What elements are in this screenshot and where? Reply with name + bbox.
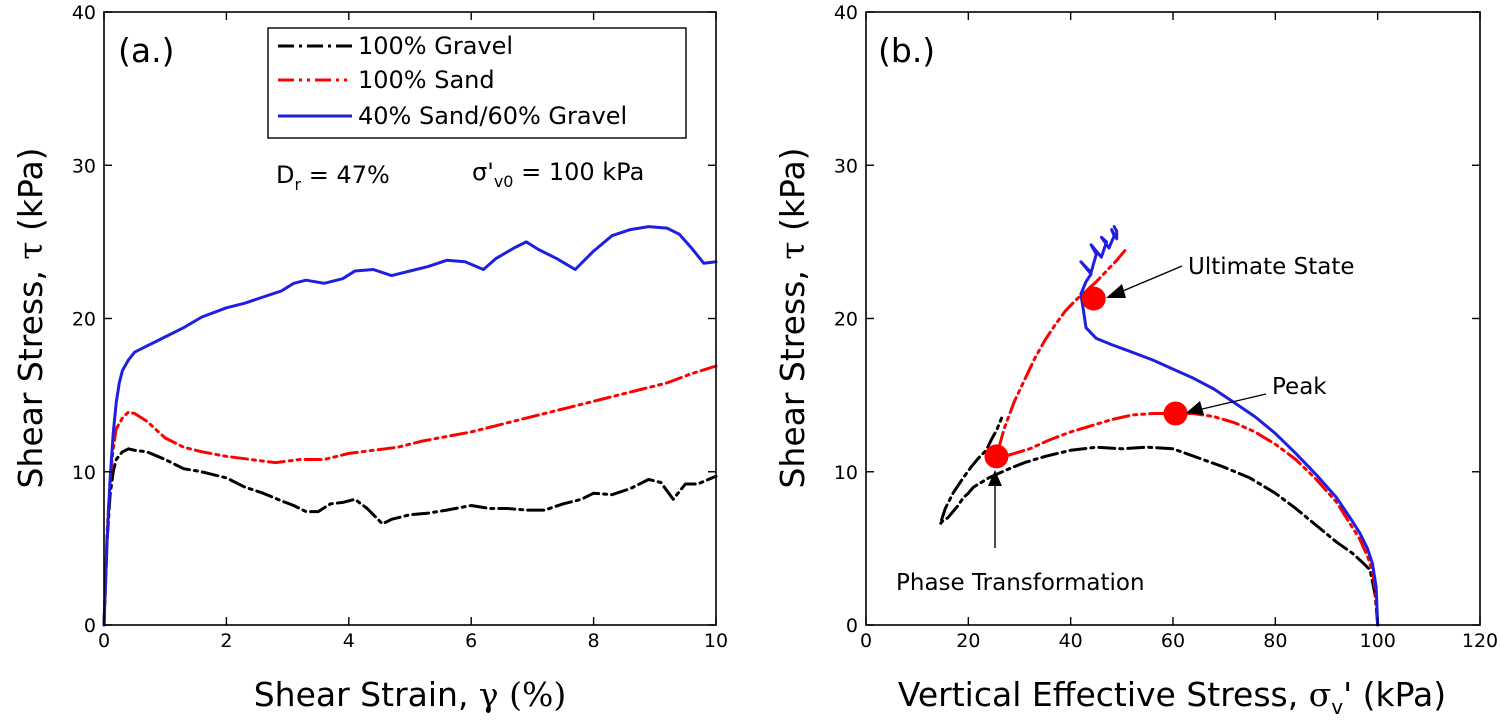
panel-a-series-line-1 — [102, 364, 718, 627]
panel-b-y-tick-label-1: 10 — [834, 462, 858, 484]
panel-b-y-axis-title: Shear Stress, τ (kPa) — [773, 147, 812, 488]
panel-b-y-tick-label-2: 20 — [834, 309, 858, 331]
panel-b-y-tick-label-4: 40 — [834, 2, 858, 24]
peak-arrowhead — [1186, 401, 1204, 415]
panel-a-series — [102, 225, 718, 627]
callout-phase-transformation: Phase Transformation — [896, 470, 1145, 596]
panel-b-state-marker-0 — [984, 444, 1009, 469]
y-title-unit: (kPa) — [11, 147, 50, 241]
panel-a-x-tick-label-4: 8 — [588, 630, 600, 652]
ultimate-arrow-line — [1117, 265, 1183, 294]
callout-peak: Peak — [1186, 374, 1327, 415]
panel-a-x-tick-label-5: 10 — [704, 630, 728, 652]
panel-a-y-tick-label-4: 40 — [72, 2, 96, 24]
dr-base: D — [276, 161, 294, 189]
y-title-unit: (kPa) — [773, 147, 812, 241]
x-title-unit: ' (kPa) — [1343, 675, 1446, 714]
panel-b-x-tick-label-4: 80 — [1263, 630, 1287, 652]
panel-b-y-tick-label-0: 0 — [846, 615, 858, 637]
panel-b-state-marker-1 — [1081, 286, 1106, 311]
panel-a-y-tick-label-3: 30 — [72, 155, 96, 177]
panel-a-label: (a.) — [118, 31, 174, 70]
panel-b-x-tick-label-0: 0 — [860, 630, 872, 652]
dr-sub: r — [294, 175, 301, 194]
x-title-unit: (%) — [499, 675, 567, 714]
x-title-main: Shear Strain, — [254, 675, 479, 714]
panel-a-y-axis-title: Shear Stress, τ (kPa) — [11, 147, 50, 488]
phase-label: Phase Transformation — [896, 570, 1145, 596]
x-title-symbol: σ — [1309, 675, 1332, 714]
y-title-main: Shear Stress, — [773, 260, 812, 489]
peak-arrow-line — [1197, 393, 1267, 411]
panel-b-plot-frame — [865, 11, 1481, 626]
ultimate-arrowhead — [1106, 284, 1126, 298]
y-title-symbol: τ — [11, 241, 50, 259]
y-title-main: Shear Stress, — [11, 260, 50, 489]
panel-a-x-tick-label-0: 0 — [98, 630, 110, 652]
panel-a-series-line-0 — [102, 447, 718, 627]
x-title-sub: v — [1331, 695, 1343, 719]
panel-a-y-tick-label-1: 10 — [72, 462, 96, 484]
panel-a-x-tick-label-1: 2 — [220, 630, 232, 652]
panel-b-series — [938, 225, 1380, 627]
panel-a-x-axis-title: Shear Strain, γ (%) — [254, 675, 567, 714]
panel-a-x-tick-label-2: 4 — [343, 630, 355, 652]
legend-label-sand: 100% Sand — [358, 66, 495, 94]
panel-b-series-line-0 — [938, 416, 1380, 627]
panel-b-x-tick-label-5: 100 — [1360, 630, 1396, 652]
dr-annotation: Dr = 47% — [276, 161, 390, 194]
panel-b: 0 20 40 60 80 100 120 0 10 20 30 40 (b.) Ultimate S… — [773, 2, 1498, 719]
panel-a-x-tick-label-3: 6 — [465, 630, 477, 652]
panel-b-x-tick-label-1: 20 — [956, 630, 980, 652]
dr-rest: = 47% — [301, 161, 390, 189]
panel-b-state-marker-2 — [1163, 401, 1188, 426]
panel-b-x-tick-label-3: 60 — [1161, 630, 1185, 652]
panel-a-ticks: 0 2 4 6 8 10 0 10 20 30 40 — [72, 2, 728, 652]
panel-b-x-tick-label-2: 40 — [1059, 630, 1083, 652]
panel-b-series-line-2 — [1079, 225, 1380, 627]
x-title-main: Vertical Effective Stress, — [898, 675, 1309, 714]
phase-arrowhead — [988, 470, 1002, 486]
panel-b-label: (b.) — [878, 31, 935, 70]
panel-b-series-line-1 — [995, 246, 1380, 627]
sigma-sub: v0 — [494, 172, 514, 191]
sigma-rest: = 100 kPa — [513, 158, 644, 186]
panel-b-markers — [984, 286, 1188, 469]
y-title-symbol: τ — [773, 241, 812, 259]
panel-b-y-tick-label-3: 30 — [834, 155, 858, 177]
panel-a-y-tick-label-0: 0 — [84, 615, 96, 637]
panel-a-series-line-2 — [102, 225, 718, 627]
legend-label-gravel: 100% Gravel — [358, 32, 513, 60]
callout-ultimate-state: Ultimate State — [1106, 254, 1355, 298]
legend-label-mix: 40% Sand/60% Gravel — [358, 102, 627, 130]
sigma-base: σ' — [472, 158, 494, 186]
ultimate-label: Ultimate State — [1188, 254, 1355, 280]
panel-a-y-tick-label-2: 20 — [72, 309, 96, 331]
peak-label: Peak — [1272, 374, 1327, 400]
panel-b-x-axis-title: Vertical Effective Stress, σv' (kPa) — [898, 675, 1446, 719]
panel-b-x-tick-label-6: 120 — [1462, 630, 1498, 652]
panel-a: 0 2 4 6 8 10 0 10 20 30 40 (a.) 100% Gravel 100% S… — [11, 2, 728, 714]
sigma-annotation: σ'v0 = 100 kPa — [472, 158, 644, 191]
x-title-symbol: γ — [479, 675, 499, 714]
panel-a-legend: 100% Gravel 100% Sand 40% Sand/60% Grave… — [267, 27, 687, 139]
panel-b-ticks: 0 20 40 60 80 100 120 0 10 20 30 40 — [834, 2, 1498, 652]
